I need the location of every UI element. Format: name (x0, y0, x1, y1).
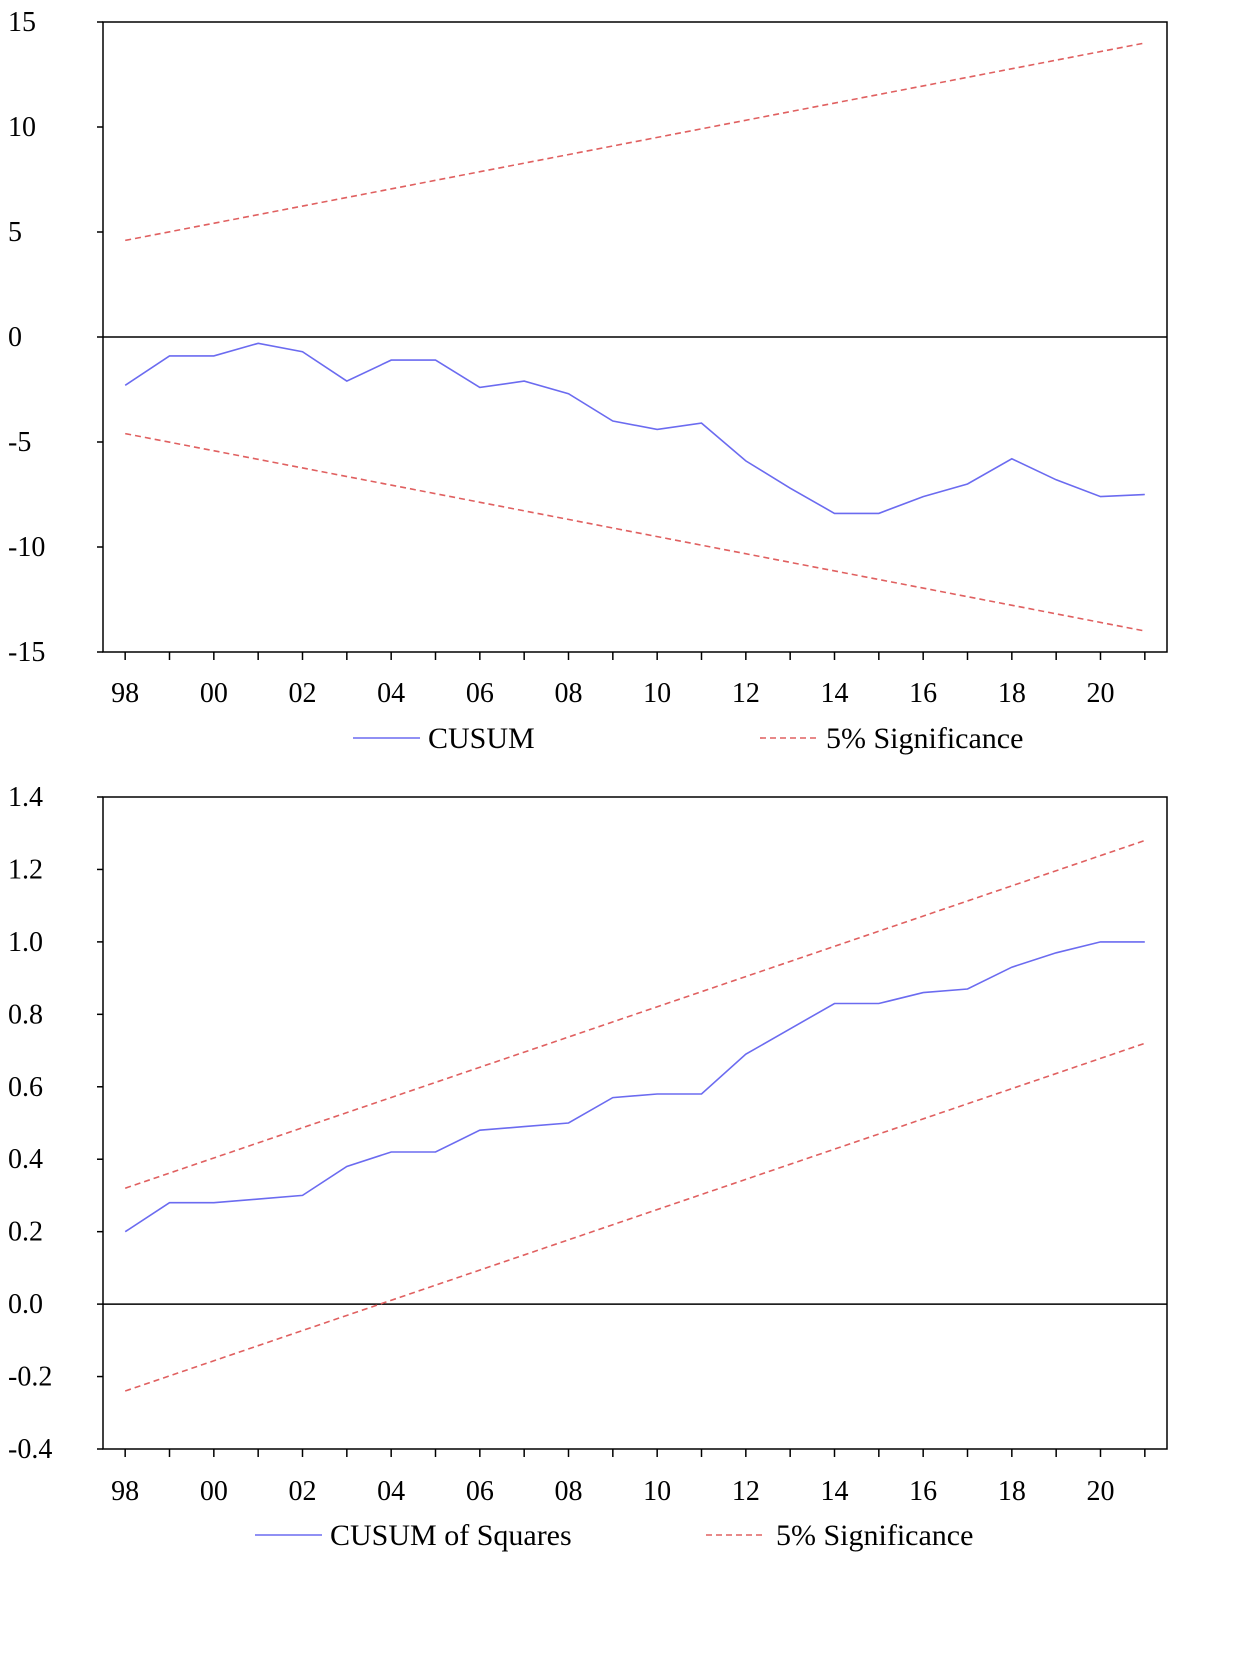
y-tick-label: 0.6 (8, 1072, 43, 1103)
x-tick-label: 14 (821, 1476, 849, 1507)
x-tick-label: 10 (643, 678, 671, 709)
x-tick-label: 00 (200, 678, 228, 709)
upper-significance-line (124, 839, 1146, 1189)
y-tick-label: -10 (8, 532, 45, 563)
cusum-of-squares-chart: -0.4 -0.2 0.0 0.2 0.4 0.6 0.8 1.0 1.2 1.4 98 00 02 04… (8, 782, 1168, 1552)
plot-frame (102, 796, 1168, 1450)
x-tick-label: 16 (909, 678, 937, 709)
x-tick-label: 20 (1087, 1476, 1115, 1507)
y-tick-label: 5 (8, 217, 22, 248)
x-tick-label: 12 (732, 1476, 760, 1507)
x-tick-label: 08 (555, 678, 583, 709)
cusum-line (124, 941, 1145, 1233)
y-tick-label: 0.2 (8, 1217, 43, 1248)
cusum-chart: -15 -10 -5 0 5 10 15 98 00 02 04 06 08 10 12 14 16 18 20 CU… (8, 7, 1168, 755)
x-tick-label: 06 (466, 1476, 494, 1507)
x-tick-label: 98 (111, 678, 139, 709)
cusum-line (124, 342, 1145, 515)
x-tick-label: 16 (909, 1476, 937, 1507)
y-tick-label: 1.0 (8, 927, 43, 958)
legend-label: CUSUM (428, 722, 535, 755)
x-tick-label: 18 (998, 1476, 1026, 1507)
y-tick-label: -15 (8, 637, 45, 668)
x-tick-label: 98 (111, 1476, 139, 1507)
y-tick-label: 15 (8, 7, 36, 38)
legend-label: 5% Significance (776, 1519, 973, 1552)
x-tick-label: 08 (555, 1476, 583, 1507)
x-tick-label: 10 (643, 1476, 671, 1507)
y-tick-label: 1.4 (8, 782, 43, 813)
upper-significance-line (125, 42, 1145, 242)
x-tick-label: 00 (200, 1476, 228, 1507)
x-tick-label: 20 (1087, 678, 1115, 709)
y-tick-label: -0.4 (8, 1434, 52, 1465)
y-tick-label: -0.2 (8, 1362, 52, 1393)
y-tick-label: 0.8 (8, 999, 43, 1030)
x-tick-label: 06 (466, 678, 494, 709)
y-tick-label: 0.4 (8, 1144, 43, 1175)
x-tick-label: 04 (377, 678, 405, 709)
legend-label: CUSUM of Squares (330, 1519, 572, 1552)
y-tick-label: 1.2 (8, 854, 43, 885)
y-tick-label: -5 (8, 427, 31, 458)
y-tick-label: 0.0 (8, 1289, 43, 1320)
x-tick-label: 02 (289, 678, 317, 709)
lower-significance-line (125, 432, 1145, 632)
x-tick-label: 18 (998, 678, 1026, 709)
x-tick-label: 14 (821, 678, 849, 709)
x-tick-label: 02 (289, 1476, 317, 1507)
x-tick-label: 04 (377, 1476, 405, 1507)
y-tick-label: 10 (8, 112, 36, 143)
y-tick-label: 0 (8, 322, 22, 353)
legend-label: 5% Significance (826, 722, 1023, 755)
x-tick-label: 12 (732, 678, 760, 709)
